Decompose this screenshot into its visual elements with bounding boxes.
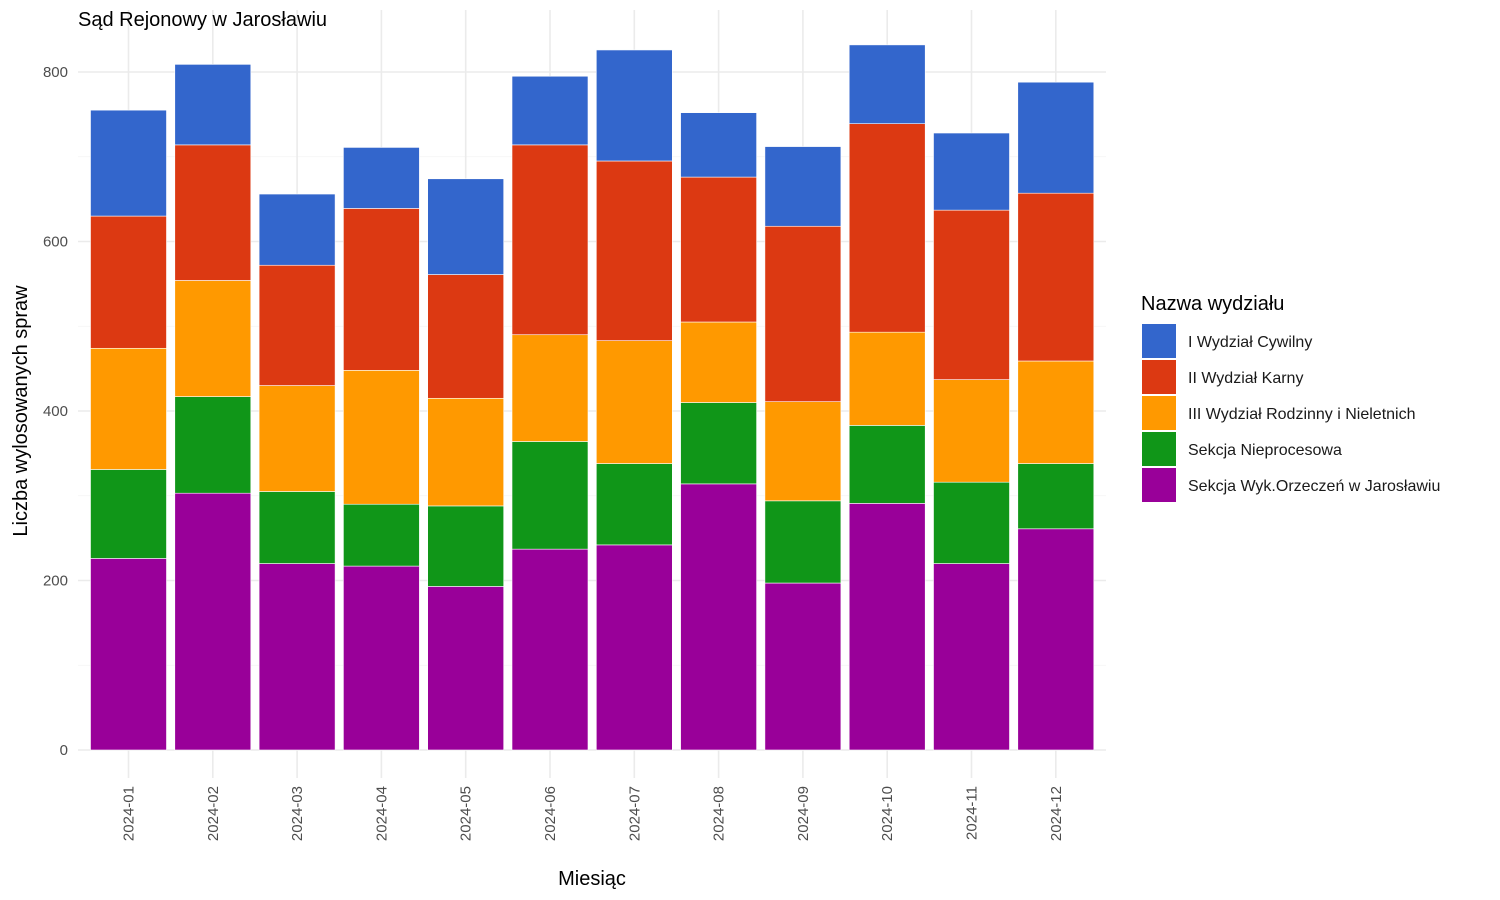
bar-segment [427, 178, 505, 275]
bar-segment [680, 483, 757, 751]
x-tick-label: 2024-09 [795, 786, 812, 841]
legend-key [1142, 432, 1176, 466]
legend-key [1142, 324, 1176, 358]
bar-segment [595, 160, 673, 341]
bar-segment [258, 563, 336, 751]
x-tick-label: 2024-03 [289, 786, 306, 841]
bar-segment [848, 331, 926, 426]
bar-segment [511, 548, 589, 751]
bar-segment [680, 402, 757, 485]
bar-segment [427, 505, 505, 587]
x-tick-label: 2024-12 [1048, 786, 1065, 841]
bar-segment [511, 75, 589, 146]
bar-segment [1017, 81, 1095, 194]
x-tick-label: 2024-10 [879, 786, 896, 841]
x-tick-label: 2024-07 [626, 786, 643, 841]
bar-segment [343, 503, 420, 567]
bar-segment [764, 146, 842, 227]
bars [90, 44, 1095, 751]
bar-segment [764, 401, 842, 502]
bar-segment [511, 144, 589, 336]
legend-label: Sekcja Wyk.Orzeczeń w Jarosławiu [1188, 478, 1440, 495]
bar-segment [848, 44, 926, 124]
bar-segment [680, 112, 757, 178]
bar-segment [90, 109, 167, 217]
bar-segment [595, 49, 673, 162]
bar-segment [1017, 192, 1095, 362]
bar-segment [933, 563, 1010, 751]
bar-segment [174, 280, 252, 397]
x-axis-title: Miesiąc [558, 868, 626, 890]
x-tick-label: 2024-02 [205, 786, 222, 841]
bar-segment [933, 379, 1010, 483]
bar-segment [595, 340, 673, 464]
x-tick-label: 2024-05 [458, 786, 475, 841]
bar-segment [90, 215, 167, 349]
legend-key [1142, 396, 1176, 430]
y-tick-label: 0 [60, 742, 68, 759]
legend-title: Nazwa wydziału [1141, 293, 1284, 315]
bar-segment [680, 321, 757, 403]
bar-segment [595, 544, 673, 751]
bar-segment [1017, 463, 1095, 530]
x-tick-label: 2024-06 [542, 786, 559, 841]
bar-segment [90, 347, 167, 470]
bar-segment [680, 176, 757, 323]
bar-segment [258, 491, 336, 564]
bar-segment [848, 425, 926, 504]
bar-segment [764, 582, 842, 751]
x-tick-label: 2024-08 [711, 786, 728, 841]
legend-key [1142, 360, 1176, 394]
bar-segment [764, 500, 842, 584]
bar-segment [933, 481, 1010, 564]
y-tick-label: 600 [43, 234, 68, 251]
bar-segment [933, 132, 1010, 211]
bar-segment [427, 586, 505, 751]
bar-segment [848, 123, 926, 333]
bar-segment [174, 492, 252, 751]
x-axis-ticks: 2024-01 2024-02 2024-03 2024-04 2024-05 2024-… [121, 786, 1065, 841]
x-tick-label: 2024-11 [964, 786, 981, 840]
bar-segment [1017, 360, 1095, 464]
bar-segment [90, 469, 167, 559]
legend: Nazwa wydziału I Wydział Cywilny II Wydzi… [1141, 293, 1440, 502]
x-tick-label: 2024-01 [121, 786, 138, 841]
bar-segment [258, 385, 336, 492]
y-tick-label: 800 [43, 64, 68, 81]
legend-key [1142, 468, 1176, 502]
bar-segment [595, 463, 673, 546]
bar-segment [174, 396, 252, 494]
bar-segment [258, 193, 336, 266]
bar-segment [174, 64, 252, 146]
bar-segment [174, 144, 252, 281]
legend-label: II Wydział Karny [1188, 370, 1303, 387]
bar-segment [427, 274, 505, 399]
y-tick-label: 400 [43, 403, 68, 420]
bar-segment [511, 441, 589, 550]
x-tick-label: 2024-04 [373, 786, 390, 841]
bar-segment [343, 565, 420, 751]
y-axis-ticks: 0 200 400 600 800 [43, 64, 68, 759]
bar-segment [343, 370, 420, 505]
bar-segment [511, 334, 589, 442]
bar-segment [1017, 528, 1095, 751]
chart-title: Sąd Rejonowy w Jarosławiu [78, 9, 327, 31]
y-axis-title: Liczba wylosowanych spraw [10, 285, 32, 537]
y-tick-label: 200 [43, 573, 68, 590]
legend-label: Sekcja Nieprocesowa [1188, 442, 1342, 459]
bar-segment [933, 209, 1010, 380]
bar-segment [90, 558, 167, 751]
legend-label: I Wydział Cywilny [1188, 334, 1312, 351]
bar-segment [343, 208, 420, 371]
bar-segment [848, 503, 926, 751]
bar-segment [427, 397, 505, 507]
bar-segment [764, 225, 842, 402]
bar-segment [258, 264, 336, 386]
bar-segment [343, 147, 420, 209]
legend-label: III Wydział Rodzinny i Nieletnich [1188, 406, 1416, 423]
